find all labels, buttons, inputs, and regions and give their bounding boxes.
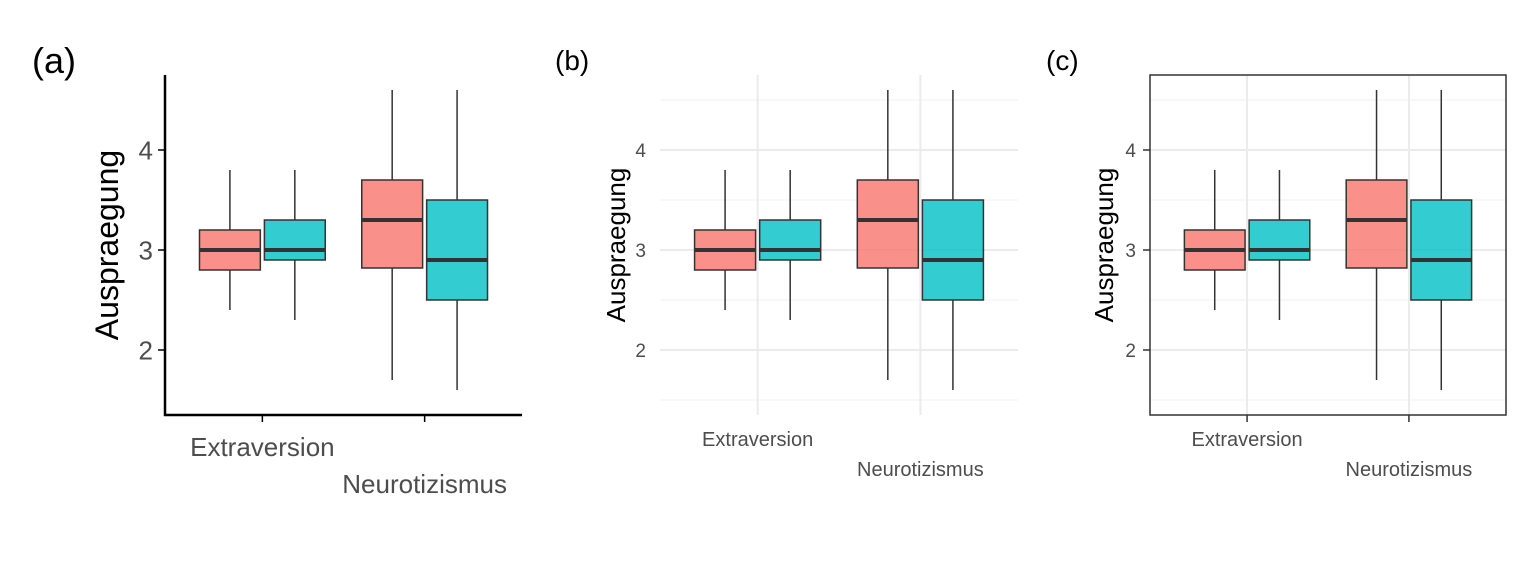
panel-label: (c) [1046, 45, 1079, 76]
box-iqr [425, 199, 489, 301]
box-extraversion-group-1 [693, 170, 757, 310]
box-neurotizismus-group-2 [921, 90, 985, 390]
box-extraversion-group-2 [758, 170, 822, 320]
x-category-label-neurotizismus: Neurotizismus [342, 469, 507, 499]
y-tick-label: 4 [139, 135, 153, 165]
panel-c: 2 3 4 Extraversion Neurotizismus Auspraegung (… [1046, 45, 1507, 481]
x-category-label-extraversion: Extraversion [702, 429, 813, 451]
boxplots [693, 90, 985, 390]
box-neurotizismus-group-1 [1345, 90, 1408, 380]
y-tick-label: 2 [635, 341, 646, 362]
grid [660, 75, 1018, 415]
box-extraversion-group-2 [263, 170, 326, 320]
box-iqr [361, 179, 424, 269]
box-iqr [1248, 219, 1311, 261]
y-tick-label: 3 [1125, 241, 1136, 262]
box-iqr [1410, 199, 1473, 301]
y-axis-title: Auspraegung [89, 150, 125, 340]
panel-b: 2 3 4 Extraversion Neurotizismus Auspraegung (… [555, 45, 1018, 481]
y-tick-label: 3 [139, 235, 153, 265]
box-iqr [263, 219, 326, 261]
x-category-label-extraversion: Extraversion [1192, 429, 1303, 451]
box-neurotizismus-group-1 [856, 90, 920, 380]
panel-border [1149, 74, 1507, 416]
y-axis-title: Auspraegung [1089, 168, 1119, 323]
box-extraversion-group-2 [1248, 170, 1311, 320]
panel-label: (a) [32, 40, 76, 81]
y-tick-label: 4 [1125, 141, 1136, 162]
box-iqr [1345, 179, 1408, 269]
boxplots [198, 90, 489, 390]
y-tick-label: 4 [635, 141, 646, 162]
boxplots [1183, 90, 1473, 390]
panel-label: (b) [555, 45, 589, 76]
box-neurotizismus-group-2 [425, 90, 489, 390]
y-axis-title: Auspraegung [601, 168, 631, 323]
x-category-label-extraversion: Extraversion [190, 432, 335, 462]
y-tick-label: 2 [1125, 341, 1136, 362]
box-extraversion-group-1 [1183, 170, 1246, 310]
y-tick-label: 2 [139, 335, 153, 365]
box-extraversion-group-1 [198, 170, 262, 310]
box-iqr [856, 179, 920, 269]
box-iqr [758, 219, 822, 261]
box-neurotizismus-group-2 [1410, 90, 1473, 390]
x-category-label-neurotizismus: Neurotizismus [1346, 459, 1473, 481]
box-neurotizismus-group-1 [361, 90, 424, 380]
x-category-label-neurotizismus: Neurotizismus [857, 459, 984, 481]
box-iqr [921, 199, 985, 301]
y-tick-label: 3 [635, 241, 646, 262]
